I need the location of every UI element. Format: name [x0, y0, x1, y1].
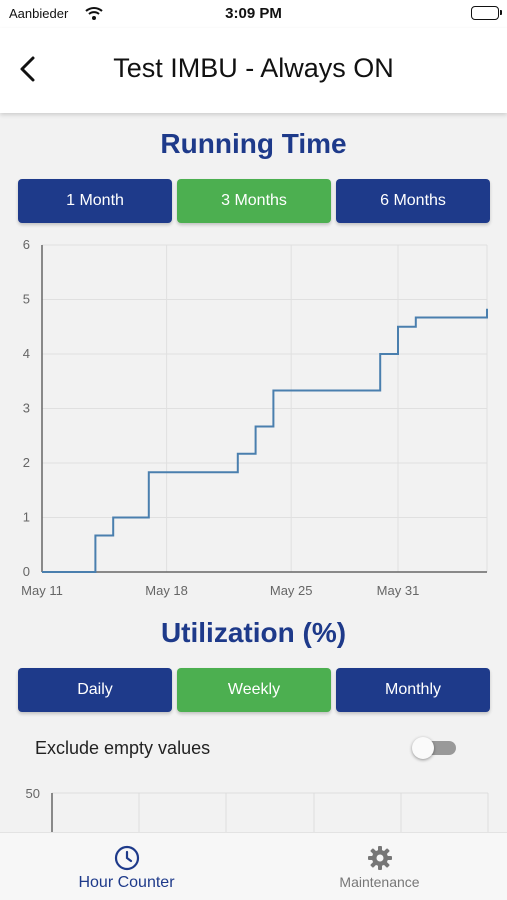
exclude-empty-toggle[interactable]	[412, 737, 458, 759]
x-tick-label: May 18	[145, 583, 188, 598]
tab-bar: Hour Counter Maintenance	[0, 832, 507, 900]
daily-button[interactable]: Daily	[18, 668, 172, 712]
utilization-title: Utilization (%)	[160, 617, 347, 648]
back-button[interactable]	[14, 54, 44, 84]
wifi-icon	[85, 6, 103, 25]
y-tick-label: 6	[23, 237, 30, 252]
carrier-label: Aanbieder	[9, 6, 69, 21]
status-time: 3:09 PM	[225, 5, 282, 22]
exclude-empty-label: Exclude empty values	[35, 738, 211, 758]
gear-icon	[368, 846, 392, 870]
tab-maintenance-label: Maintenance	[339, 874, 420, 890]
utilization-chart: 50	[26, 786, 489, 832]
running-time-line	[42, 308, 488, 573]
y-tick-label: 3	[23, 401, 30, 416]
tab-hour-counter-label: Hour Counter	[78, 874, 175, 891]
chevron-left-icon	[20, 56, 35, 82]
utilization-range-selector: Daily Weekly Monthly	[18, 668, 490, 712]
running-time-chart: 0 1 2 3 4 5 6 May 11 May 18 May 25 May 31	[21, 237, 488, 598]
utilization-y-tick: 50	[26, 786, 40, 801]
status-bar: Aanbieder 3:09 PM	[0, 0, 507, 28]
tab-maintenance[interactable]: Maintenance	[253, 833, 506, 900]
exclude-empty-row: Exclude empty values	[0, 728, 507, 768]
weekly-button[interactable]: Weekly	[177, 668, 331, 712]
range-1-month-button[interactable]: 1 Month	[18, 179, 172, 223]
battery-icon	[471, 6, 502, 20]
tab-hour-counter[interactable]: Hour Counter	[0, 833, 253, 900]
x-tick-label: May 25	[270, 583, 313, 598]
range-3-months-button[interactable]: 3 Months	[177, 179, 331, 223]
page-title: Test IMBU - Always ON	[113, 53, 394, 83]
y-tick-label: 5	[23, 292, 30, 307]
running-time-range-selector: 1 Month 3 Months 6 Months	[18, 179, 490, 223]
running-time-title: Running Time	[160, 128, 347, 159]
y-tick-label: 4	[23, 346, 30, 361]
y-tick-label: 0	[23, 564, 30, 579]
range-6-months-button[interactable]: 6 Months	[336, 179, 490, 223]
clock-icon	[114, 845, 140, 871]
x-tick-label: May 11	[21, 583, 63, 598]
monthly-button[interactable]: Monthly	[336, 668, 490, 712]
toggle-knob	[412, 737, 434, 759]
y-tick-label: 1	[23, 510, 30, 525]
x-tick-label: May 31	[377, 583, 420, 598]
header: Test IMBU - Always ON	[0, 28, 507, 113]
y-tick-label: 2	[23, 455, 30, 470]
